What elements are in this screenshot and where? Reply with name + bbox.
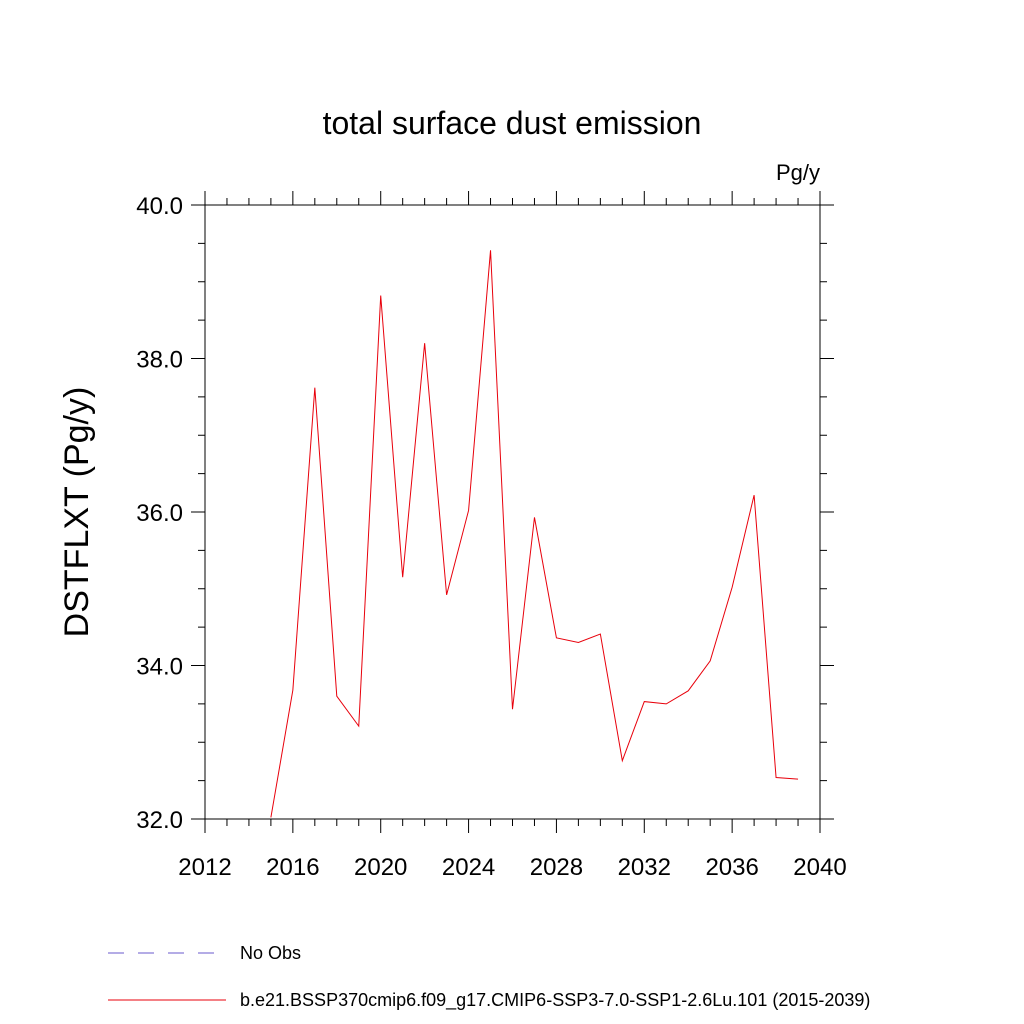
y-tick-label: 34.0 bbox=[136, 654, 183, 681]
x-tick-label: 2012 bbox=[178, 854, 231, 881]
x-tick-label: 2020 bbox=[354, 854, 407, 881]
chart-title: total surface dust emission bbox=[323, 105, 702, 141]
axis-tick-labels: 2012 2016 2020 2024 2028 2032 2036 2040 32.0 34.0… bbox=[136, 193, 846, 881]
series-group bbox=[270, 250, 799, 818]
y-tick-label: 40.0 bbox=[136, 193, 183, 220]
x-tick-label: 2040 bbox=[793, 854, 846, 881]
legend-label: No Obs bbox=[240, 943, 301, 963]
y-tick-label: 32.0 bbox=[136, 807, 183, 834]
x-tick-label: 2016 bbox=[266, 854, 319, 881]
x-tick-label: 2032 bbox=[618, 854, 671, 881]
y-tick-label: 36.0 bbox=[136, 500, 183, 527]
x-tick-label: 2028 bbox=[530, 854, 583, 881]
axis-ticks bbox=[191, 191, 834, 833]
legend: No Obs b.e21.BSSP370cmip6.f09_g17.CMIP6-S… bbox=[108, 943, 870, 1011]
x-tick-label: 2024 bbox=[442, 854, 495, 881]
series-line bbox=[270, 250, 799, 818]
legend-label: b.e21.BSSP370cmip6.f09_g17.CMIP6-SSP3-7.… bbox=[240, 990, 870, 1011]
y-tick-label: 38.0 bbox=[136, 347, 183, 374]
plot-frame bbox=[204, 204, 821, 820]
y-axis-label: DSTFLXT (Pg/y) bbox=[58, 387, 96, 638]
x-tick-label: 2036 bbox=[705, 854, 758, 881]
units-label: Pg/y bbox=[776, 160, 820, 185]
